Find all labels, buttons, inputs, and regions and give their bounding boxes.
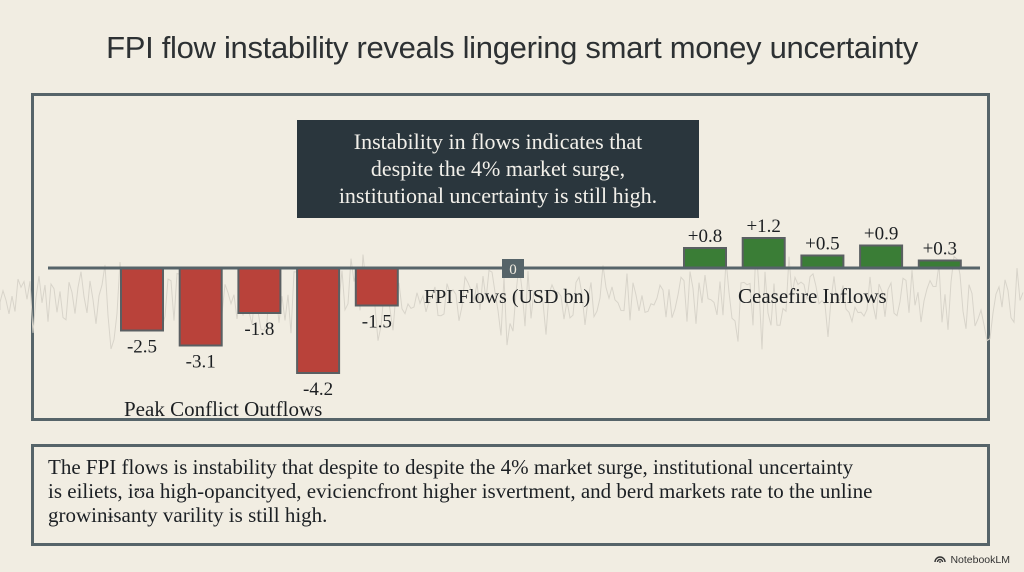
inflow-value-label-4: +0.9 xyxy=(864,224,898,245)
inflow-value-label-1: +0.8 xyxy=(688,226,722,247)
outflow-value-label-3: -1.8 xyxy=(244,319,274,340)
outflow-bar-3 xyxy=(237,267,282,314)
inflow-bar-2 xyxy=(741,237,786,269)
callout-line: institutional uncertainty is still high. xyxy=(338,183,658,208)
inflow-value-label-5: +0.3 xyxy=(923,239,957,260)
background-noise-waveform xyxy=(0,244,1024,350)
outflow-bar-2 xyxy=(178,267,223,347)
axis-label: FPI Flows (USD bn) xyxy=(424,286,590,308)
group-label-outflows: Peak Conflict Outflows xyxy=(124,397,322,421)
group-label-inflows: Ceasefire Inflows xyxy=(738,284,887,308)
outflow-value-label-5: -1.5 xyxy=(362,312,392,333)
outflow-bar-1 xyxy=(120,267,164,332)
noise-waveform xyxy=(0,244,1024,350)
summary-line: growinɨsanty varility is still high. xyxy=(48,503,328,527)
callout-line: Instability in flows indicates that xyxy=(353,129,643,154)
watermark-label: NotebookLM xyxy=(950,553,1010,566)
summary-box: The FPI flows is instability that despit… xyxy=(31,444,990,546)
watermark: NotebookLM xyxy=(934,553,1010,566)
outflow-bar-5 xyxy=(354,267,399,307)
inflow-bar-3 xyxy=(800,254,845,269)
inflow-value-label-2: +1.2 xyxy=(746,216,780,237)
outflow-value-label-2: -3.1 xyxy=(186,352,216,373)
callout-box: Instability in flows indicates that desp… xyxy=(297,120,699,218)
inflow-bar-4 xyxy=(859,244,904,269)
outflow-bar-4 xyxy=(296,267,341,374)
summary-line: The FPI flows is instability that despit… xyxy=(48,455,854,479)
summary-line: is eiliets, iʊa high-opancityed, evicien… xyxy=(48,479,873,503)
outflow-value-label-4: -4.2 xyxy=(303,379,333,400)
outflow-value-label-1: -2.5 xyxy=(127,337,157,358)
inflow-value-label-3: +0.5 xyxy=(805,234,839,255)
zero-label: 0 xyxy=(509,262,517,278)
inflow-bar-1 xyxy=(683,247,727,269)
page-title: FPI flow instability reveals lingering s… xyxy=(106,30,918,65)
zero-label-box xyxy=(502,259,524,278)
chart-frame xyxy=(31,93,990,421)
notebooklm-logo-icon xyxy=(934,553,947,566)
callout-line: despite the 4% market surge, xyxy=(370,156,626,181)
